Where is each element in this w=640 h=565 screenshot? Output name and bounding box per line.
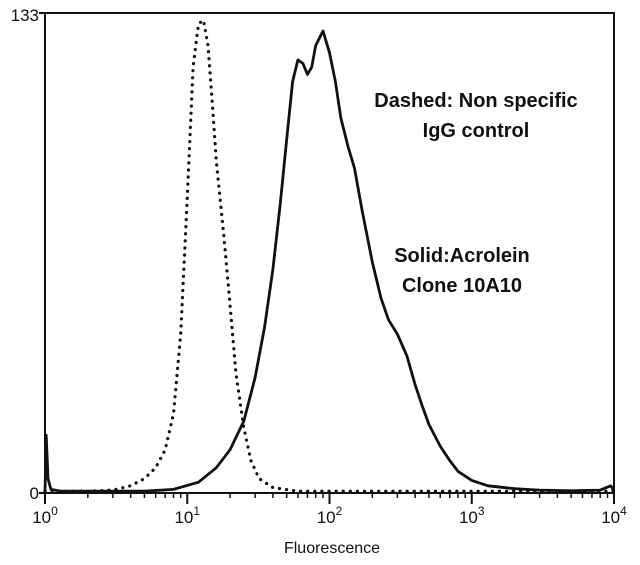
y-tick-label: 133 (11, 6, 39, 25)
x-axis-label: Fluorescence (284, 540, 380, 557)
x-tick-label: 101 (174, 504, 200, 527)
series-solid-line (43, 29, 616, 494)
series-group (43, 18, 616, 494)
x-tick-label: 104 (601, 504, 627, 527)
series-dotted-line (43, 18, 616, 493)
x-tick-label: 103 (459, 504, 485, 527)
annotation-solid: Solid:Acrolein Clone 10A10 (394, 245, 530, 297)
x-tick-label: 100 (32, 504, 58, 527)
y-tick-label: 0 (30, 484, 39, 503)
annotation-dashed: Dashed: Non specific IgG control (374, 90, 577, 142)
annotations: Dashed: Non specific IgG control Solid:Acr… (374, 90, 577, 297)
x-axis: 100 101 102 103 104 (32, 493, 627, 527)
y-axis: 0 133 (11, 6, 45, 503)
x-tick-label: 102 (317, 504, 343, 527)
